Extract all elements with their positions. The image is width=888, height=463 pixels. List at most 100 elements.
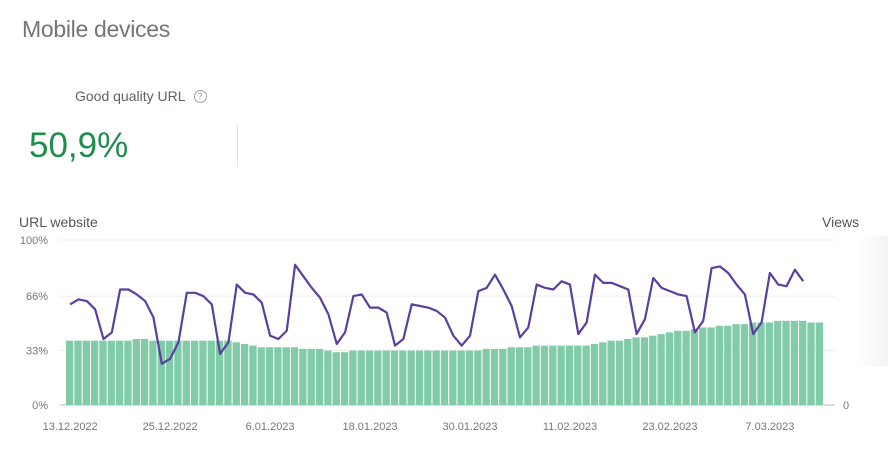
bar: [257, 347, 265, 405]
bar: [540, 345, 549, 405]
y-tick-label: 33%: [26, 346, 48, 358]
metric-label-text: Good quality URL: [75, 88, 186, 104]
y-tick-label: 66%: [26, 291, 48, 303]
bar: [282, 347, 290, 405]
bar: [782, 320, 790, 405]
bar: [599, 342, 607, 405]
bar: [632, 337, 640, 405]
bar: [607, 340, 615, 405]
bar: [99, 340, 107, 405]
bar: [207, 340, 215, 405]
bar: [382, 350, 390, 405]
bar: [374, 350, 382, 405]
bar: [390, 350, 399, 405]
bar: [440, 350, 449, 405]
bar: [332, 352, 340, 405]
x-tick-label: 7.03.2023: [745, 421, 794, 433]
bar: [574, 345, 582, 405]
bar: [649, 335, 657, 405]
bar: [740, 324, 749, 405]
bar: [765, 322, 774, 405]
x-tick-label: 6.01.2023: [246, 421, 295, 433]
x-tick-label: 23.02.2023: [642, 421, 697, 433]
help-icon[interactable]: ?: [193, 89, 207, 103]
bar: [465, 350, 474, 405]
bar: [640, 337, 649, 405]
bar: [240, 343, 249, 405]
right-axis-title: Views: [822, 214, 860, 230]
bar: [757, 322, 765, 405]
bar: [199, 340, 207, 405]
bar: [90, 340, 99, 405]
bar: [124, 340, 132, 405]
bar: [815, 322, 824, 405]
bar: [107, 340, 115, 405]
bar: [132, 339, 140, 405]
bar: [615, 340, 624, 405]
metric-label: Good quality URL ?: [75, 88, 207, 104]
faded-panel: [858, 236, 888, 366]
x-tick-label: 13.12.2022: [43, 421, 98, 433]
bar: [432, 350, 440, 405]
y-tick-label: 100%: [20, 235, 48, 247]
bar: [674, 330, 682, 405]
bar: [349, 350, 357, 405]
bar: [174, 340, 182, 405]
bar: [799, 320, 807, 405]
bar: [290, 347, 299, 405]
bar: [399, 350, 407, 405]
bar: [657, 334, 665, 405]
bar: [215, 340, 224, 405]
bar: [74, 340, 82, 405]
bar: [499, 348, 507, 405]
bar: [415, 350, 424, 405]
bar: [490, 348, 499, 405]
bar: [182, 340, 190, 405]
bar: [249, 345, 257, 405]
bar: [224, 340, 232, 405]
views-line: [69, 263, 805, 365]
bar: [365, 350, 374, 405]
bar: [624, 339, 632, 405]
bar: [340, 352, 349, 405]
bar: [165, 340, 174, 405]
bar: [482, 348, 490, 405]
bar: [549, 345, 557, 405]
page-title: Mobile devices: [22, 16, 170, 42]
bar: [507, 347, 515, 405]
bar: [299, 348, 307, 405]
left-axis-title: URL website: [19, 214, 98, 230]
y-tick-label: 0%: [32, 400, 48, 412]
metric-value: 50,9%: [29, 126, 129, 165]
bar: [690, 329, 699, 405]
x-tick-label: 18.01.2023: [343, 421, 398, 433]
bar: [749, 322, 757, 405]
bar: [732, 324, 740, 405]
bar: [807, 322, 815, 405]
bar: [524, 347, 532, 405]
bar: [532, 345, 540, 405]
x-tick-label: 25.12.2022: [143, 421, 198, 433]
bar: [590, 343, 599, 405]
bar: [357, 350, 365, 405]
bar: [407, 350, 415, 405]
bar: [140, 339, 149, 405]
bar: [565, 345, 574, 405]
bar: [232, 342, 240, 405]
bar: [790, 320, 799, 405]
bar: [515, 347, 524, 405]
bar: [449, 350, 457, 405]
bar: [557, 345, 565, 405]
bar: [715, 325, 724, 405]
bar: [66, 340, 74, 405]
bar: [324, 350, 332, 405]
bar: [682, 330, 690, 405]
divider: [237, 125, 238, 167]
bar: [265, 347, 274, 405]
bar: [157, 340, 165, 405]
bar: [115, 340, 124, 405]
bar: [457, 350, 465, 405]
x-tick-label: 30.01.2023: [442, 421, 497, 433]
bar: [149, 340, 157, 405]
